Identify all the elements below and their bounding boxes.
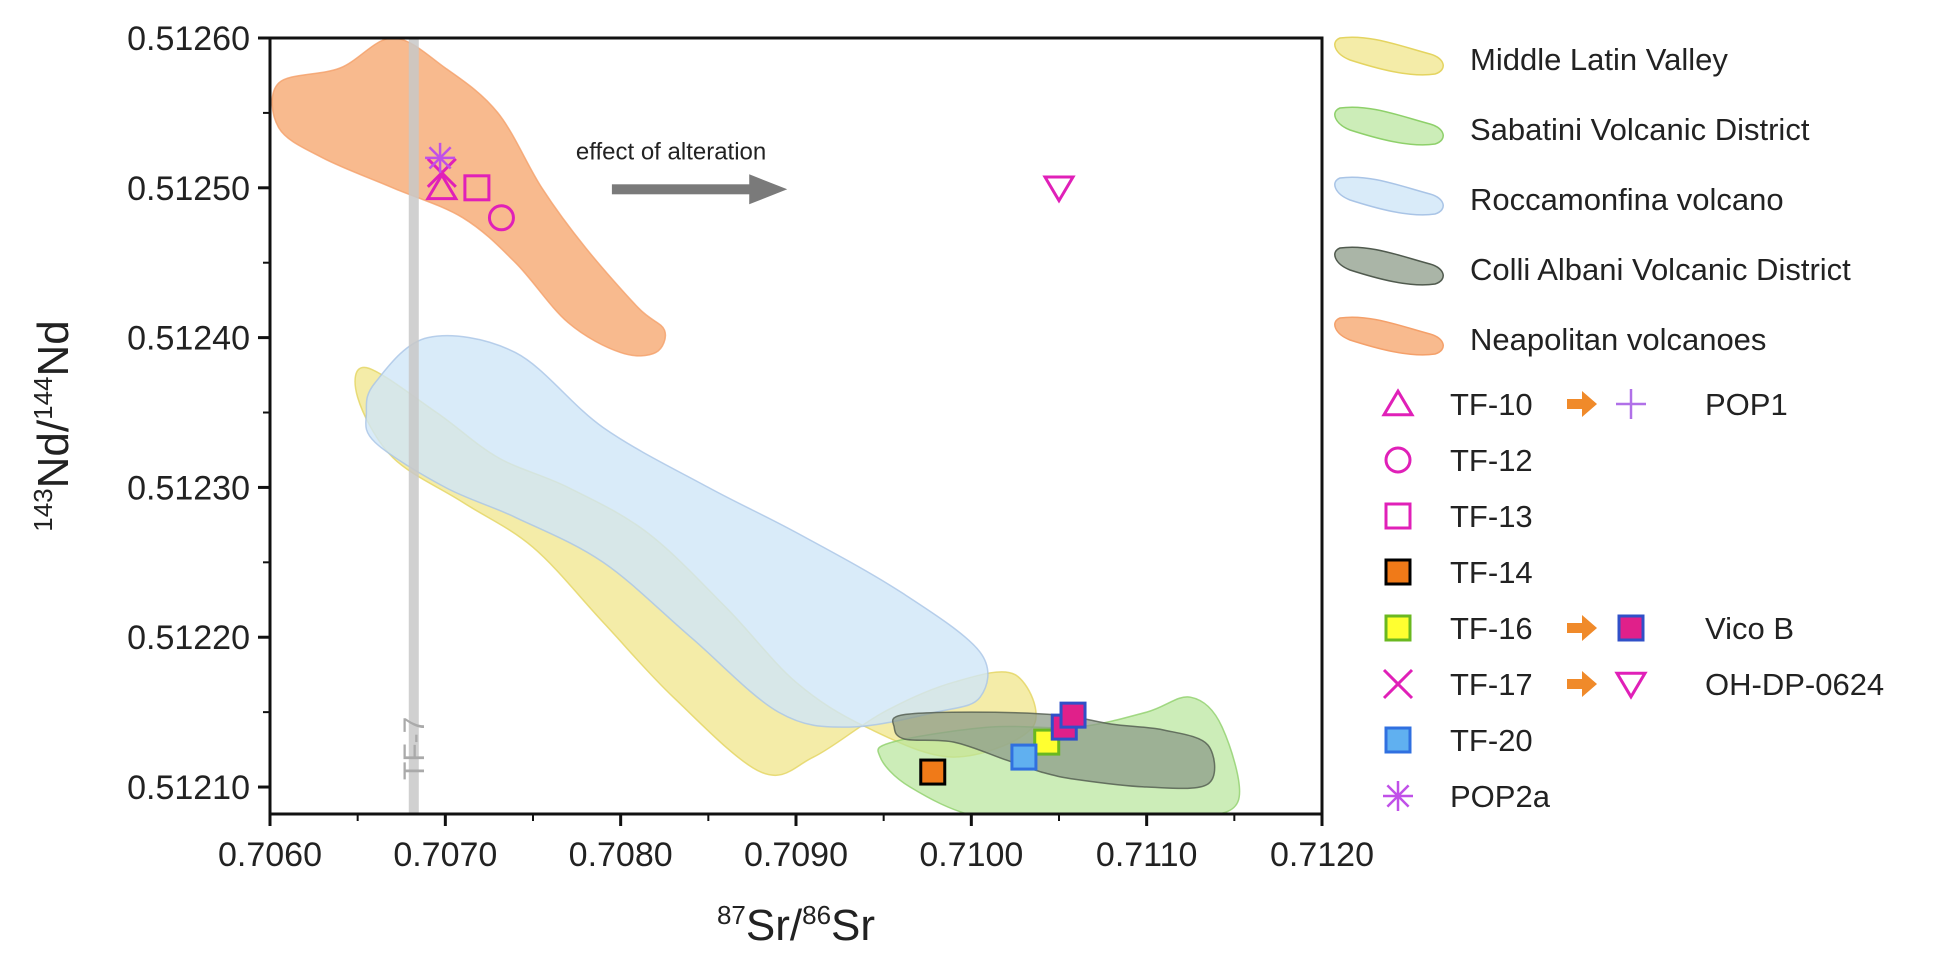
y-tick-label: 0.51220 <box>127 619 250 657</box>
x-tick-label: 0.7120 <box>1270 836 1374 874</box>
y-axis-title-t2: Nd <box>29 320 78 376</box>
legend-label-pop2a: POP2a <box>1450 779 1551 814</box>
legend-marker-pop2a <box>1383 781 1413 811</box>
legend-label-vico-b: Vico B <box>1705 611 1794 646</box>
y-axis-title: 143Nd/144Nd <box>28 320 78 532</box>
x-tick-label: 0.7070 <box>393 836 497 874</box>
y-tick-label: 0.51250 <box>127 170 250 208</box>
tf7-reference-line <box>408 38 419 814</box>
legend-label-tf-12: TF-12 <box>1450 443 1533 478</box>
legend-item-tf-12: TF-12 <box>1384 443 1533 478</box>
legend-marker-tf-13 <box>1384 502 1412 530</box>
x-tick-label: 0.7110 <box>1096 836 1197 874</box>
legend-marker-tf-12 <box>1384 446 1412 474</box>
legend-item-roccamonfina-volcano: Roccamonfina volcano <box>1334 176 1784 217</box>
field-roccamonfina-volcano <box>364 335 989 728</box>
legend-item-tf-10: TF-10 POP1 <box>1381 387 1788 422</box>
point-oh-dp-0624-0 <box>1042 175 1076 204</box>
legend-label-tf-10: TF-10 <box>1450 387 1533 422</box>
legend-item-pop2a: POP2a <box>1383 779 1551 814</box>
legend-label-sabatini-volcanic-district: Sabatini Volcanic District <box>1470 112 1810 147</box>
y-tick-label: 0.51240 <box>127 320 250 358</box>
axes-layer: 0.7060 0.7070 0.7080 0.7090 0.7100 0.7110 0.71… <box>28 20 1374 950</box>
legend-swatch-middle-latin-valley <box>1334 36 1444 76</box>
legend-item-tf-14: TF-14 <box>1384 555 1533 590</box>
legend-item-tf-16: TF-16 Vico B <box>1384 611 1794 646</box>
data-points-layer <box>425 142 1087 786</box>
point-tf-10-0 <box>425 172 459 201</box>
alteration-arrow <box>611 174 788 205</box>
legend-label-tf-14: TF-14 <box>1450 555 1533 590</box>
legend-label-tf-13: TF-13 <box>1450 499 1533 534</box>
x-tick-label: 0.7060 <box>218 836 322 874</box>
legend-swatch-neapolitan-volcanoes <box>1334 316 1444 356</box>
y-tick-label: 0.51230 <box>127 469 250 507</box>
annotation-layer: effect of alteration <box>576 138 788 205</box>
y-tick-label: 0.51210 <box>127 769 250 807</box>
legend-item-middle-latin-valley: Middle Latin Valley <box>1334 36 1728 77</box>
point-pop2a-0-ray-3 <box>428 146 452 170</box>
legend-label-tf-20: TF-20 <box>1450 723 1533 758</box>
legend-marker-tf-20 <box>1384 726 1412 754</box>
point-tf-17-0 <box>426 157 457 188</box>
legend-arrow-tf-10 <box>1567 391 1597 417</box>
y-tick-label: 0.51260 <box>127 20 250 58</box>
point-tf-12-0 <box>487 204 515 232</box>
x-axis-title: 87Sr/86Sr <box>717 900 875 950</box>
alteration-arrow-head <box>749 174 788 205</box>
point-vico-b-1 <box>1059 701 1087 729</box>
legend-label-middle-latin-valley: Middle Latin Valley <box>1470 42 1728 77</box>
legend-label-tf-17: TF-17 <box>1450 667 1533 702</box>
x-tick-label: 0.7100 <box>919 836 1023 874</box>
legend-marker-tf-17 <box>1382 668 1414 700</box>
legend-item-tf-20: TF-20 <box>1384 723 1533 758</box>
legend-swatch-sabatini-volcanic-district <box>1334 106 1444 146</box>
legend-marker-tf-17-stroke-b <box>1382 668 1414 700</box>
legend-item-sabatini-volcanic-district: Sabatini Volcanic District <box>1334 106 1810 147</box>
legend-item-tf-17: TF-17 OH-DP-0624 <box>1382 667 1884 702</box>
legend-arrow-tf-16 <box>1567 615 1597 641</box>
legend-label-roccamonfina-volcano: Roccamonfina volcano <box>1470 182 1784 217</box>
point-pop2a-0 <box>425 142 456 173</box>
x-axis-title-sup1: 87 <box>717 900 746 930</box>
tf7-label: TF-7 <box>398 717 431 780</box>
legend: Middle Latin Valley Sabatini Volcanic Dis… <box>1334 36 1884 814</box>
legend-item-colli-albani-volcanic-district: Colli Albani Volcanic District <box>1334 246 1851 287</box>
point-tf-13-0 <box>463 174 491 202</box>
legend-marker-tf-16 <box>1384 614 1412 642</box>
tf7-reference-layer: TF-7 <box>398 38 431 814</box>
point-tf-20-0 <box>1010 743 1038 771</box>
point-tf-14-0 <box>919 758 947 786</box>
y-axis-title-t1: Nd/ <box>29 419 78 488</box>
legend-marker-vico-b <box>1617 614 1645 642</box>
legend-marker-pop1 <box>1616 389 1646 419</box>
point-tf-17-0-stroke-b <box>426 157 457 188</box>
legend-marker-pop2a-ray-3 <box>1386 784 1410 808</box>
legend-swatch-colli-albani-volcanic-district <box>1334 246 1444 286</box>
legend-label-neapolitan-volcanoes: Neapolitan volcanoes <box>1470 322 1766 357</box>
y-axis-title-sup1: 143 <box>28 488 58 531</box>
alteration-label: effect of alteration <box>576 138 766 165</box>
legend-swatch-roccamonfina-volcano <box>1334 176 1444 216</box>
legend-marker-tf-14 <box>1384 558 1412 586</box>
x-axis-title-t2: Sr <box>831 901 875 950</box>
legend-item-neapolitan-volcanoes: Neapolitan volcanoes <box>1334 316 1766 357</box>
x-axis-title-sup2: 86 <box>802 900 831 930</box>
legend-label-pop1: POP1 <box>1705 387 1788 422</box>
x-tick-label: 0.7090 <box>744 836 848 874</box>
alteration-arrow-shaft <box>611 184 752 195</box>
legend-label-tf-16: TF-16 <box>1450 611 1533 646</box>
field-neapolitan-volcanoes <box>271 38 667 357</box>
x-tick-label: 0.7080 <box>569 836 673 874</box>
legend-label-colli-albani-volcanic-district: Colli Albani Volcanic District <box>1470 252 1851 287</box>
legend-arrow-tf-17 <box>1567 671 1597 697</box>
legend-item-tf-13: TF-13 <box>1384 499 1533 534</box>
legend-label-oh-dp-0624: OH-DP-0624 <box>1705 667 1884 702</box>
legend-marker-oh-dp-0624 <box>1614 671 1648 700</box>
legend-marker-tf-10 <box>1381 388 1415 417</box>
y-axis-title-sup2: 144 <box>28 376 58 419</box>
x-axis-title-t1: Sr/ <box>746 901 803 950</box>
